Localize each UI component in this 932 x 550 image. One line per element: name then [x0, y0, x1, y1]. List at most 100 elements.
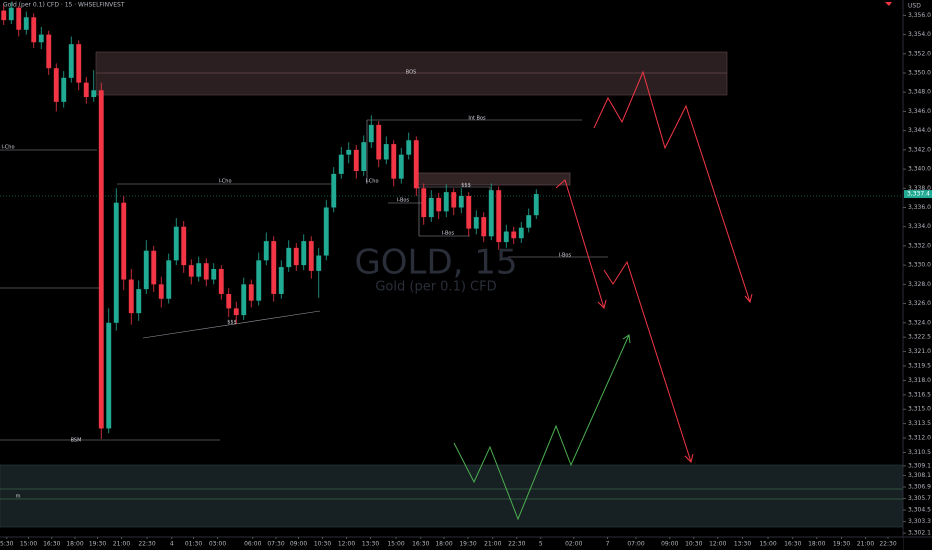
- annotation: m: [16, 494, 21, 500]
- annotations: I-Cho I-Cho I-Cho I-Bos I-Bos I-Bos Int …: [2, 70, 572, 500]
- y-tick-label: 3,315.0: [908, 406, 931, 413]
- candle-body: [241, 284, 247, 316]
- small-zone: [417, 172, 571, 186]
- x-tick-label: 5:30: [0, 541, 14, 548]
- candle-body: [248, 284, 254, 301]
- x-tick-label: 15:00: [387, 541, 404, 548]
- x-tick-label: 13:30: [734, 541, 751, 548]
- candle-body: [428, 197, 434, 218]
- candle-body: [91, 90, 97, 98]
- candle-body: [136, 289, 142, 314]
- y-tick-label: 3,332.0: [908, 242, 931, 249]
- candle-body: [173, 226, 179, 261]
- x-tick-label: 19:30: [89, 541, 106, 548]
- x-tick-label: 19:30: [833, 541, 850, 548]
- y-tick-label: 3,313.5: [908, 420, 931, 427]
- candle-body: [383, 144, 389, 160]
- y-tick-label: 3,336.0: [908, 204, 931, 211]
- y-tick-label: 3,344.0: [908, 127, 931, 134]
- x-tick-label: 07:30: [267, 541, 284, 548]
- candle-body: [398, 154, 404, 179]
- candle-body: [346, 149, 352, 155]
- x-tick-label: 02:00: [565, 541, 582, 548]
- y-tick-label: 3,354.0: [908, 31, 931, 38]
- annotation: $$$: [227, 320, 237, 326]
- annotation: BSM: [71, 438, 82, 444]
- watermark-subtitle: Gold (per 0.1) CFD: [375, 280, 496, 295]
- candle-body: [1, 10, 7, 21]
- candle-body: [451, 192, 457, 208]
- candle-body: [196, 263, 202, 277]
- x-tick-label: 03:00: [209, 541, 226, 548]
- x-tick-label: 09:00: [661, 541, 678, 548]
- y-tick-label: 3,318.0: [908, 377, 931, 384]
- arrow-head: [744, 293, 753, 304]
- candle-body: [233, 308, 239, 316]
- projection-bear: [555, 179, 605, 309]
- y-tick-label: 3,328.0: [908, 281, 931, 288]
- x-tick-label: 7: [606, 541, 610, 548]
- x-tick-label: 18:00: [808, 541, 825, 548]
- candle-body: [271, 241, 277, 294]
- x-tick-label: 10:30: [314, 541, 331, 548]
- candle-body: [53, 68, 59, 102]
- candle-body: [98, 90, 104, 429]
- x-tick-label: 19:30: [459, 541, 476, 548]
- watermark: GOLD, 15 Gold (per 0.1) CFD: [354, 243, 517, 295]
- candle-body: [316, 255, 322, 271]
- x-tick-label: 10:30: [685, 541, 702, 548]
- candle-body: [211, 268, 217, 280]
- candle-body: [218, 268, 224, 294]
- candle-body: [68, 44, 74, 78]
- time-axis-bg: [0, 537, 903, 550]
- y-tick-label: 3,319.5: [908, 363, 931, 370]
- candle-body: [331, 173, 337, 208]
- candle-body: [263, 241, 269, 261]
- y-tick-label: 3,309.1: [908, 462, 931, 469]
- axis-labels: 3,356.0 3,354.0 3,352.0 3,350.0 3,348.0 3,346…: [0, 12, 932, 548]
- y-tick-label: 3,308.1: [908, 472, 931, 479]
- y-tick-label: 3,346.0: [908, 108, 931, 115]
- y-tick-label: 3,342.0: [908, 146, 931, 153]
- alert-icon: [885, 2, 892, 6]
- candle-body: [458, 195, 464, 208]
- candles: [1, 1, 539, 440]
- candle-body: [128, 279, 134, 314]
- watermark-title: GOLD, 15: [354, 243, 517, 283]
- y-tick-label: 3,305.7: [908, 495, 931, 502]
- x-tick-label: 21:00: [113, 541, 130, 548]
- projection-bull: [453, 334, 630, 521]
- candle-body: [413, 140, 419, 189]
- candle-body: [481, 217, 487, 237]
- candle-body: [421, 188, 427, 218]
- candle-body: [466, 195, 472, 229]
- header: Gold (per 0.1) CFD · 15 · WHSELFINVEST: [3, 2, 125, 9]
- candle-body: [38, 34, 44, 43]
- annotation: I-Bos: [442, 231, 455, 237]
- y-tick-label: 3,322.5: [908, 334, 931, 341]
- projection-bear: [603, 260, 692, 463]
- annotation: BOS: [406, 70, 416, 76]
- candle-body: [353, 149, 359, 171]
- candle-body: [488, 190, 494, 237]
- candle-body: [338, 154, 344, 174]
- x-tick-label: 22:30: [508, 541, 525, 548]
- x-tick-label: 15:00: [20, 541, 37, 548]
- x-tick-label: 21:00: [484, 541, 501, 548]
- last-price-label: 3,337.4: [907, 191, 930, 198]
- candle-body: [391, 144, 397, 179]
- candle-body: [473, 217, 479, 229]
- candle-body: [113, 202, 119, 323]
- annotation: I-Cho: [366, 179, 379, 185]
- x-tick-label: 21:00: [857, 541, 874, 548]
- y-tick-label: 3,356.0: [908, 12, 931, 19]
- y-tick-label: 3,324.0: [908, 319, 931, 326]
- candle-body: [188, 265, 194, 277]
- projection-bear: [593, 70, 751, 303]
- price-axis-bg: [903, 0, 932, 550]
- x-tick-label: 09:00: [290, 541, 307, 548]
- y-tick-label: 3,330.0: [908, 262, 931, 269]
